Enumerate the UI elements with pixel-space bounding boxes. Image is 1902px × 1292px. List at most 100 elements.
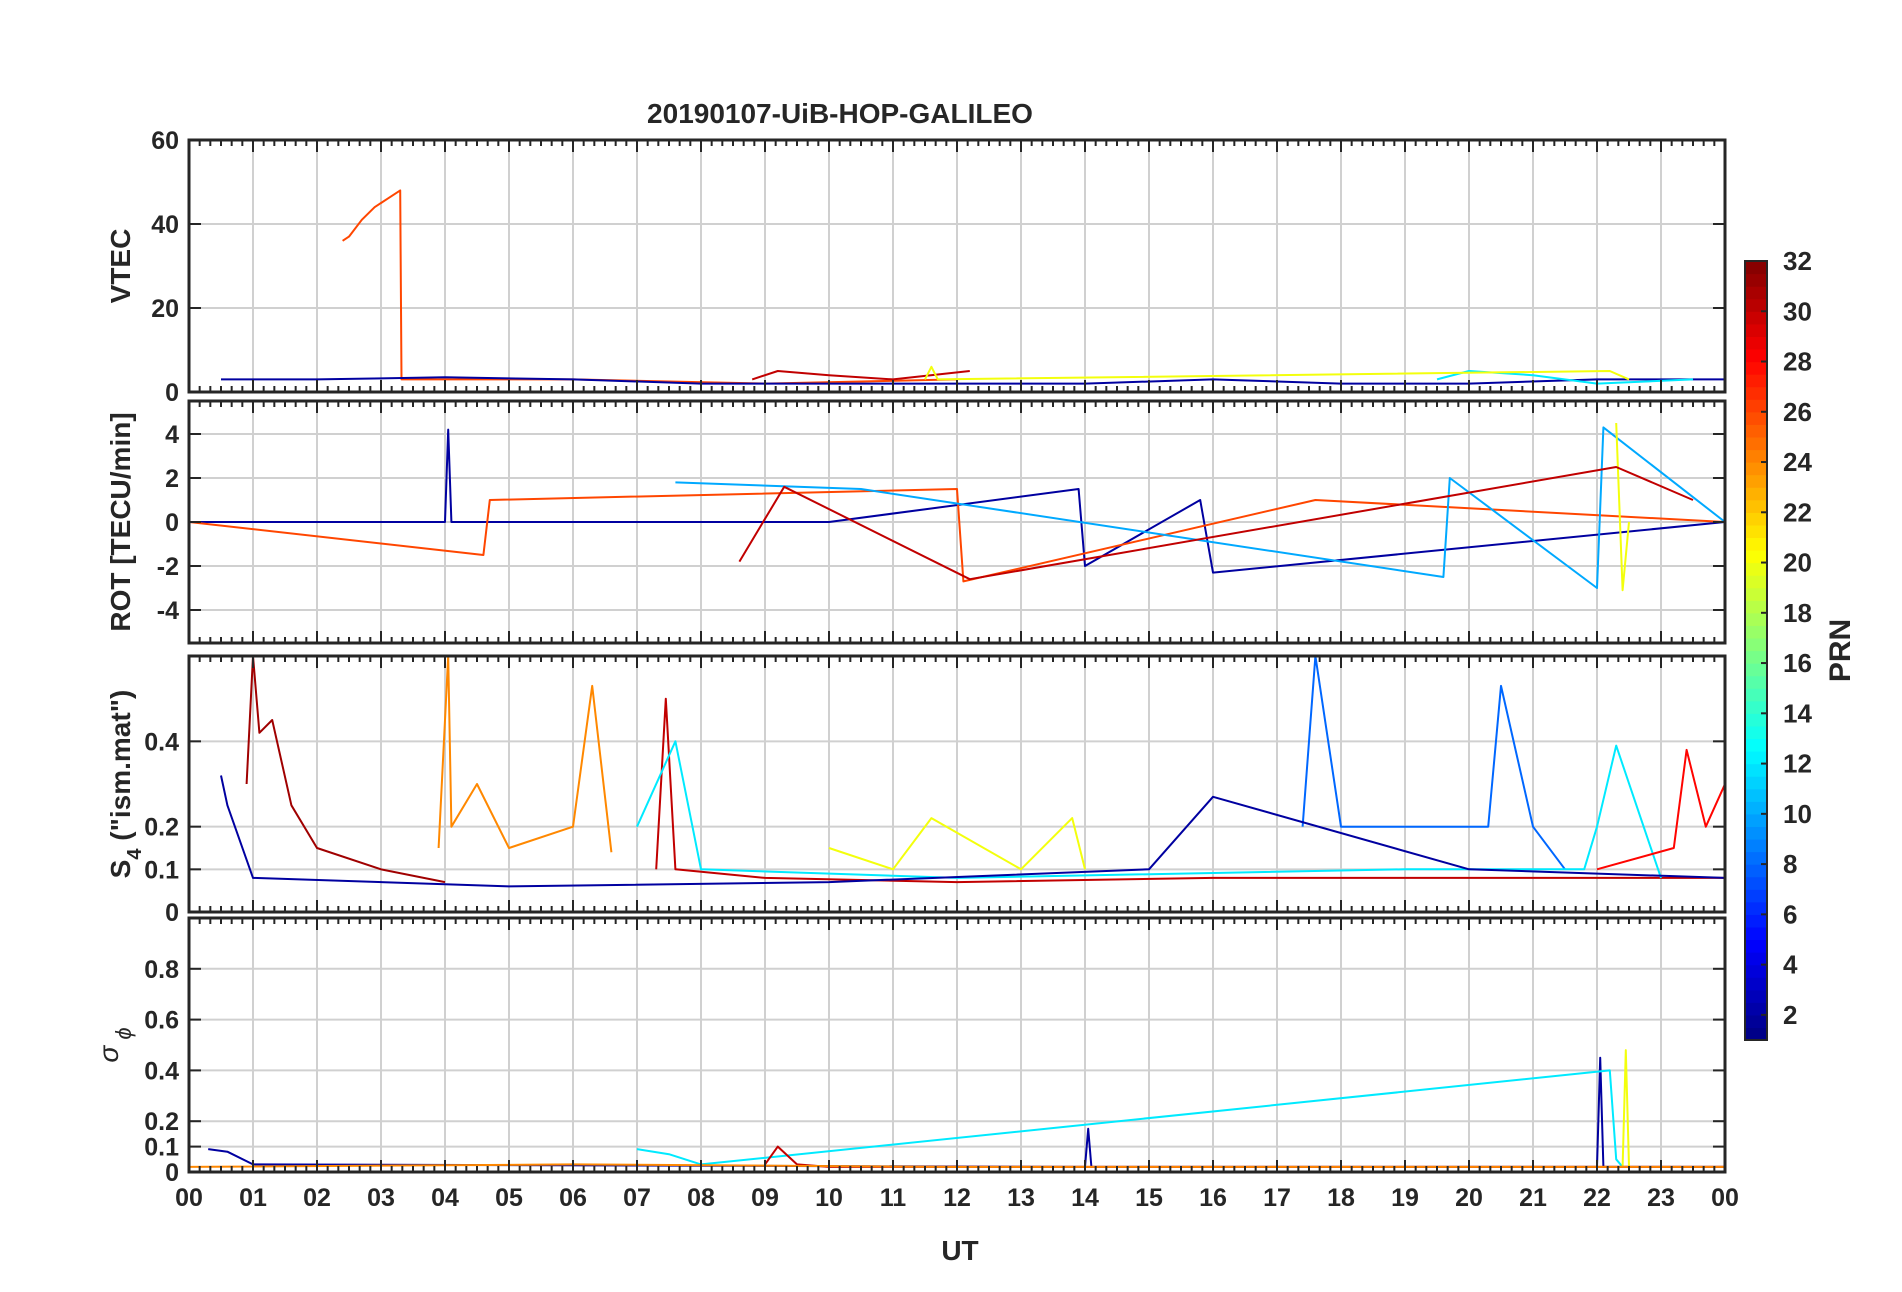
x-tick-label: 03 bbox=[367, 1184, 395, 1212]
y-tick-label: 0.2 bbox=[144, 1108, 179, 1136]
colorbar-tick-label: 6 bbox=[1783, 899, 1797, 929]
colorbar-segment bbox=[1745, 286, 1767, 300]
colorbar-segment bbox=[1745, 587, 1767, 601]
x-tick-label: 01 bbox=[239, 1184, 267, 1212]
colorbar-segment bbox=[1745, 838, 1767, 853]
y-axis-label: σ ϕ bbox=[93, 1027, 136, 1062]
colorbar-segment bbox=[1745, 562, 1767, 576]
colorbar-tick-label: 30 bbox=[1783, 296, 1812, 326]
y-tick-label: 0.2 bbox=[144, 814, 179, 842]
colorbar-segment bbox=[1745, 625, 1767, 639]
colorbar-segment bbox=[1745, 1002, 1767, 1016]
colorbar-segment bbox=[1745, 524, 1767, 539]
x-tick-label: 22 bbox=[1583, 1184, 1611, 1212]
colorbar-segment bbox=[1745, 474, 1767, 488]
colorbar-segment bbox=[1745, 650, 1767, 664]
colorbar-tick-label: 4 bbox=[1783, 950, 1798, 980]
x-tick-label: 17 bbox=[1263, 1184, 1291, 1212]
colorbar-segment bbox=[1745, 788, 1767, 802]
colorbar-segment bbox=[1745, 261, 1767, 275]
colorbar-segment bbox=[1745, 399, 1767, 413]
series-line-prn-12 bbox=[636, 1069, 1624, 1168]
colorbar-segment bbox=[1745, 776, 1767, 790]
colorbar-segment bbox=[1745, 637, 1767, 652]
x-tick-label: 00 bbox=[1711, 1184, 1739, 1212]
series-group bbox=[220, 656, 1725, 888]
colorbar-segment bbox=[1745, 688, 1767, 702]
colorbar-tick-label: 14 bbox=[1783, 698, 1812, 728]
y-tick-label: 0.6 bbox=[144, 1007, 179, 1035]
x-tick-label: 04 bbox=[431, 1184, 459, 1212]
y-tick-label: 0.4 bbox=[144, 728, 179, 756]
y-tick-label: 0 bbox=[165, 509, 179, 537]
colorbar-tick-label: 22 bbox=[1783, 497, 1812, 527]
x-tick-label: 18 bbox=[1327, 1184, 1355, 1212]
colorbar-tick-label: 16 bbox=[1783, 648, 1812, 678]
colorbar-segment bbox=[1745, 348, 1767, 363]
colorbar-segment bbox=[1745, 537, 1767, 551]
y-tick-label: 0.1 bbox=[144, 856, 179, 884]
colorbar-segment bbox=[1745, 499, 1767, 513]
series-line-prn-8 bbox=[1301, 656, 1566, 870]
y-axis-label: VTEC bbox=[105, 229, 136, 304]
colorbar-segment bbox=[1745, 374, 1767, 388]
colorbar-segment bbox=[1745, 914, 1767, 928]
colorbar-segment bbox=[1745, 575, 1767, 589]
y-tick-label: 4 bbox=[165, 421, 179, 449]
y-tick-label: 0 bbox=[165, 899, 179, 927]
x-tick-label: 13 bbox=[1007, 1184, 1035, 1212]
x-tick-label: 00 bbox=[175, 1184, 203, 1212]
x-tick-label: 02 bbox=[303, 1184, 331, 1212]
series-line-prn-28 bbox=[1596, 748, 1725, 871]
y-tick-label: 0 bbox=[165, 379, 179, 407]
panel-sigma_phi: 00.10.2 0.4 0.6 0.8 σ ϕ 00 01 02 03 04 05 06 07 08 09 1… bbox=[93, 916, 1739, 1212]
colorbar-segment bbox=[1745, 512, 1767, 526]
colorbar-tick-label: 2 bbox=[1783, 1000, 1797, 1030]
colorbar-segment bbox=[1745, 612, 1767, 626]
x-tick-label: 20 bbox=[1455, 1184, 1483, 1212]
colorbar-segment bbox=[1745, 273, 1767, 287]
colorbar-segment bbox=[1745, 311, 1767, 325]
series-group bbox=[189, 422, 1725, 592]
y-tick-label: 0.8 bbox=[144, 956, 179, 984]
colorbar-segment bbox=[1745, 939, 1767, 953]
x-tick-label: 19 bbox=[1391, 1184, 1419, 1212]
x-tick-label: 16 bbox=[1199, 1184, 1227, 1212]
colorbar-tick-label: 18 bbox=[1783, 598, 1812, 628]
x-tick-label: 06 bbox=[559, 1184, 587, 1212]
y-axis-label-subscript: 4 bbox=[124, 848, 146, 860]
series-line-prn-2 bbox=[208, 1056, 1725, 1168]
colorbar-segment bbox=[1745, 738, 1767, 752]
x-tick-label: 15 bbox=[1135, 1184, 1163, 1212]
colorbar-label: PRN bbox=[1824, 619, 1857, 682]
y-tick-label: -2 bbox=[157, 553, 179, 581]
colorbar-segment bbox=[1745, 926, 1767, 941]
colorbar-tick-label: 10 bbox=[1783, 799, 1812, 829]
series-line-prn-20 bbox=[924, 365, 1630, 381]
series-line-prn-20 bbox=[1615, 422, 1630, 592]
colorbar-segment bbox=[1745, 826, 1767, 840]
colorbar-tick-label: 28 bbox=[1783, 347, 1812, 377]
colorbar-segment bbox=[1745, 436, 1767, 451]
colorbar-segment bbox=[1745, 725, 1767, 740]
series-line-prn-26 bbox=[189, 488, 1725, 583]
y-tick-label: 0 bbox=[165, 1159, 179, 1187]
colorbar-segment bbox=[1745, 700, 1767, 714]
colorbar-segment bbox=[1745, 901, 1767, 915]
colorbar-segment bbox=[1745, 675, 1767, 689]
x-tick-label: 07 bbox=[623, 1184, 651, 1212]
colorbar-segment bbox=[1745, 323, 1767, 337]
colorbar-tick-label: 20 bbox=[1783, 548, 1812, 578]
colorbar-segment bbox=[1745, 876, 1767, 890]
colorbar-segment bbox=[1745, 864, 1767, 878]
colorbar-segment bbox=[1745, 813, 1767, 827]
series-line-prn-30 bbox=[655, 697, 1725, 884]
colorbar-segment bbox=[1745, 751, 1767, 765]
series-line-prn-12 bbox=[636, 740, 1662, 879]
colorbar-segment bbox=[1745, 411, 1767, 425]
colorbar-segment bbox=[1745, 386, 1767, 400]
colorbar-tick-label: 12 bbox=[1783, 749, 1812, 779]
